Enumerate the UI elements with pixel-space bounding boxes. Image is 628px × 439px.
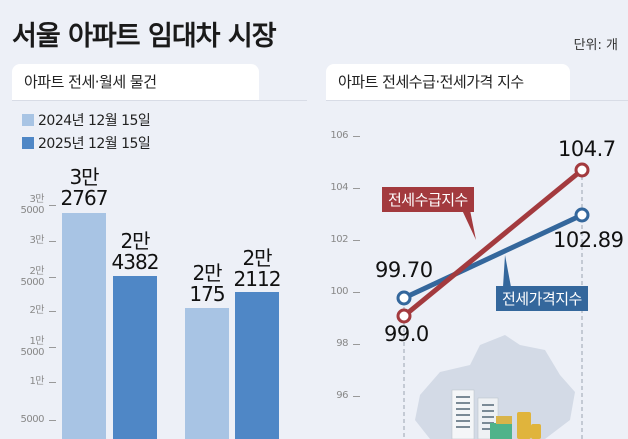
y-tick-100: 100 — [326, 286, 360, 297]
page-title: 서울 아파트 임대차 시장 — [12, 21, 277, 52]
y-tick-98: 98 — [326, 338, 360, 349]
bar-chart-heading: 아파트 전세·월세 물건 — [12, 64, 259, 100]
price-index-line — [402, 212, 584, 301]
y-tick-10000: 1만 — [8, 376, 56, 387]
price-index-point-2024 — [396, 290, 412, 306]
price-index-tag: 전세가격지수 — [496, 286, 588, 311]
supply-index-tag: 전세수급지수 — [382, 187, 474, 212]
bar-jeonse-2024 — [62, 213, 106, 439]
divider — [326, 100, 628, 101]
bar-label-wolse-2025: 2만 2112 — [233, 246, 282, 291]
y-tick-25000: 2만 5000 — [8, 266, 56, 288]
y-tick-106: 106 — [326, 130, 360, 141]
y-tick-5000: 5000 — [8, 414, 56, 425]
gold-coins-icon — [517, 412, 541, 439]
unit-label: 단위: 개 — [573, 38, 618, 53]
bar-wolse-2025 — [235, 292, 279, 439]
value-label-supply-2024: 99.0 — [384, 322, 429, 346]
divider — [12, 100, 307, 101]
legend-swatch-2024 — [22, 114, 34, 126]
y-tick-102: 102 — [326, 234, 360, 245]
legend-swatch-2025 — [22, 137, 34, 149]
price-index-point-2025 — [574, 207, 590, 223]
value-label-supply-2025: 104.7 — [558, 137, 616, 161]
supply-index-point-2024 — [396, 308, 412, 324]
legend-item-2024: 2024년 12월 15일 — [22, 110, 151, 130]
legend-item-2025: 2025년 12월 15일 — [22, 133, 151, 153]
supply-index-line — [402, 168, 584, 318]
supply-index-point-2025 — [574, 162, 590, 178]
bar-jeonse-2025 — [113, 276, 157, 439]
line-chart-heading: 아파트 전세수급·전세가격 지수 — [326, 64, 570, 100]
y-tick-35000: 3만 5000 — [8, 194, 56, 216]
value-label-price-2024: 99.70 — [375, 258, 433, 282]
bar-label-jeonse-2025: 2만 4382 — [111, 229, 160, 274]
value-label-price-2025: 102.89 — [553, 228, 624, 252]
y-tick-96: 96 — [326, 390, 360, 401]
legend-label-2025: 2025년 12월 15일 — [38, 136, 151, 152]
bar-label-jeonse-2024: 3만 2767 — [60, 165, 109, 210]
bar-label-wolse-2024: 2만 175 — [189, 261, 225, 306]
y-tick-30000: 3만 — [8, 235, 56, 246]
cash-bundle-icon — [490, 423, 512, 439]
legend-label-2024: 2024년 12월 15일 — [38, 113, 151, 129]
y-tick-20000: 2만 — [8, 305, 56, 316]
y-tick-104: 104 — [326, 182, 360, 193]
y-tick-15000: 1만 5000 — [8, 336, 56, 358]
bar-wolse-2024 — [185, 308, 229, 439]
